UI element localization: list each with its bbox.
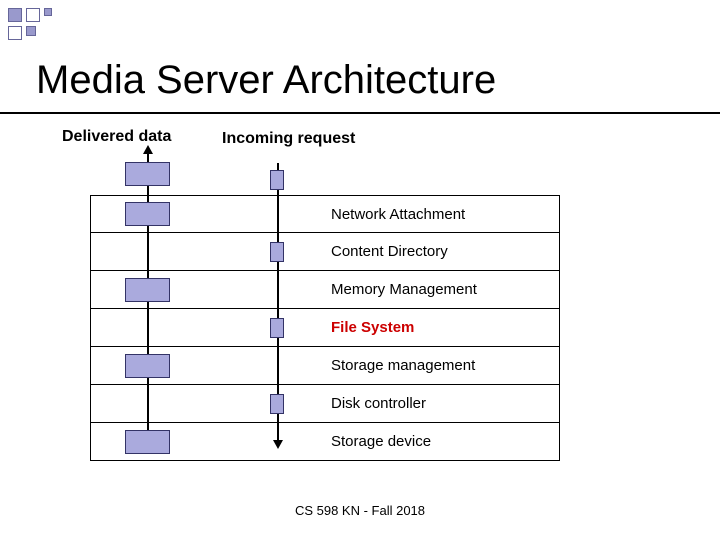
architecture-diagram: Network Attachment Content Directory Memor… <box>90 195 560 461</box>
layer-row: File System <box>90 309 560 347</box>
left-layer-box <box>125 430 170 454</box>
title-underline <box>0 112 720 114</box>
left-layer-box <box>125 202 170 226</box>
layer-label: File System <box>331 319 414 336</box>
layer-row: Disk controller <box>90 385 560 423</box>
page-title: Media Server Architecture <box>36 58 496 103</box>
right-layer-box <box>270 242 284 262</box>
top-delivered-box <box>125 162 170 186</box>
footer-text: CS 598 KN - Fall 2018 <box>0 503 720 518</box>
layer-label: Storage device <box>331 433 431 450</box>
label-incoming-request: Incoming request <box>222 130 355 148</box>
layer-label: Memory Management <box>331 281 477 298</box>
layer-row: Content Directory <box>90 233 560 271</box>
label-delivered-data: Delivered data <box>62 128 171 146</box>
layer-label: Content Directory <box>331 243 448 260</box>
right-layer-box <box>270 394 284 414</box>
right-layer-box <box>270 318 284 338</box>
incoming-request-arrowhead <box>273 440 283 449</box>
layer-label: Network Attachment <box>331 206 465 223</box>
left-layer-box <box>125 354 170 378</box>
delivered-data-arrowhead <box>143 145 153 154</box>
layer-label: Storage management <box>331 357 475 374</box>
layer-label: Disk controller <box>331 395 426 412</box>
left-layer-box <box>125 278 170 302</box>
top-incoming-box <box>270 170 284 190</box>
